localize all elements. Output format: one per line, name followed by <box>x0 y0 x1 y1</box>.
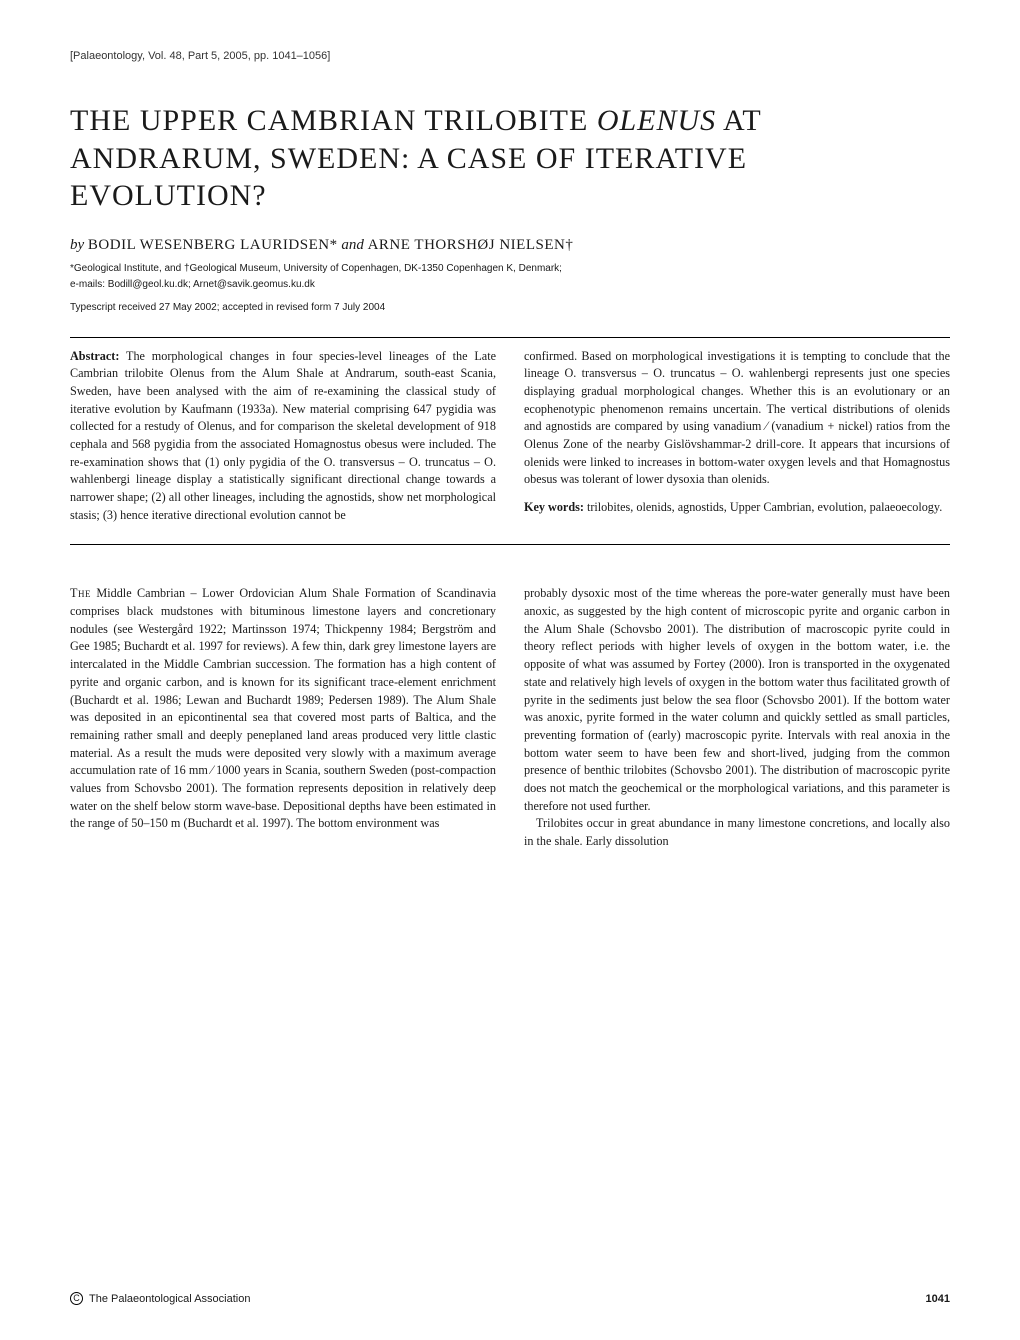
title-part1: THE UPPER CAMBRIAN TRILOBITE <box>70 104 597 137</box>
footer-left: C The Palaeontological Association <box>70 1292 250 1305</box>
keywords-label: Key words: <box>524 500 584 514</box>
abstract-right-col: confirmed. Based on morphological invest… <box>524 348 950 535</box>
footer-association: The Palaeontological Association <box>89 1293 250 1305</box>
abstract-right-text: confirmed. Based on morphological invest… <box>524 348 950 490</box>
abstract-left-text: The morphological changes in four specie… <box>70 349 496 522</box>
journal-header: [Palaeontology, Vol. 48, Part 5, 2005, p… <box>70 50 950 62</box>
abstract-block: Abstract: The morphological changes in f… <box>70 348 950 535</box>
rule-bottom <box>70 544 950 545</box>
body-left-para: The Middle Cambrian – Lower Ordovician A… <box>70 585 496 833</box>
author-and: and <box>338 237 368 253</box>
body-right-para-2: Trilobites occur in great abundance in m… <box>524 815 950 850</box>
body-left-col: The Middle Cambrian – Lower Ordovician A… <box>70 585 496 850</box>
abstract-label: Abstract: <box>70 349 119 363</box>
page-number: 1041 <box>926 1293 950 1305</box>
keywords-para: Key words: trilobites, olenids, agnostid… <box>524 499 950 517</box>
author-1: BODIL WESENBERG LAURIDSEN* <box>88 237 338 253</box>
body-lead-word: The <box>70 586 91 600</box>
abstract-left-para: Abstract: The morphological changes in f… <box>70 348 496 525</box>
body-right-para-1: probably dysoxic most of the time wherea… <box>524 585 950 815</box>
keywords-text: trilobites, olenids, agnostids, Upper Ca… <box>584 500 942 514</box>
typescript-dates: Typescript received 27 May 2002; accepte… <box>70 302 950 313</box>
affiliation-line-2: e-mails: Bodill@geol.ku.dk; Arnet@savik.… <box>70 278 950 292</box>
body-left-text: Middle Cambrian – Lower Ordovician Alum … <box>70 586 496 830</box>
title-part2: ANDRARUM, SWEDEN: A CASE OF ITERATIVE <box>70 142 747 175</box>
body-right-col: probably dysoxic most of the time wherea… <box>524 585 950 850</box>
body-block: The Middle Cambrian – Lower Ordovician A… <box>70 585 950 850</box>
title-genus: OLENUS <box>597 104 716 137</box>
copyright-icon: C <box>70 1292 83 1305</box>
title-part3: EVOLUTION? <box>70 179 267 212</box>
author-line: by BODIL WESENBERG LAURIDSEN* and ARNE T… <box>70 237 950 254</box>
author-by: by <box>70 237 88 253</box>
rule-top <box>70 337 950 338</box>
article-title: THE UPPER CAMBRIAN TRILOBITE OLENUS AT A… <box>70 102 950 215</box>
affiliation-line-1: *Geological Institute, and †Geological M… <box>70 262 950 276</box>
author-2: ARNE THORSHØJ NIELSEN† <box>368 237 574 253</box>
abstract-left-col: Abstract: The morphological changes in f… <box>70 348 496 535</box>
page-footer: C The Palaeontological Association 1041 <box>70 1292 950 1305</box>
title-part1b: AT <box>716 104 762 137</box>
